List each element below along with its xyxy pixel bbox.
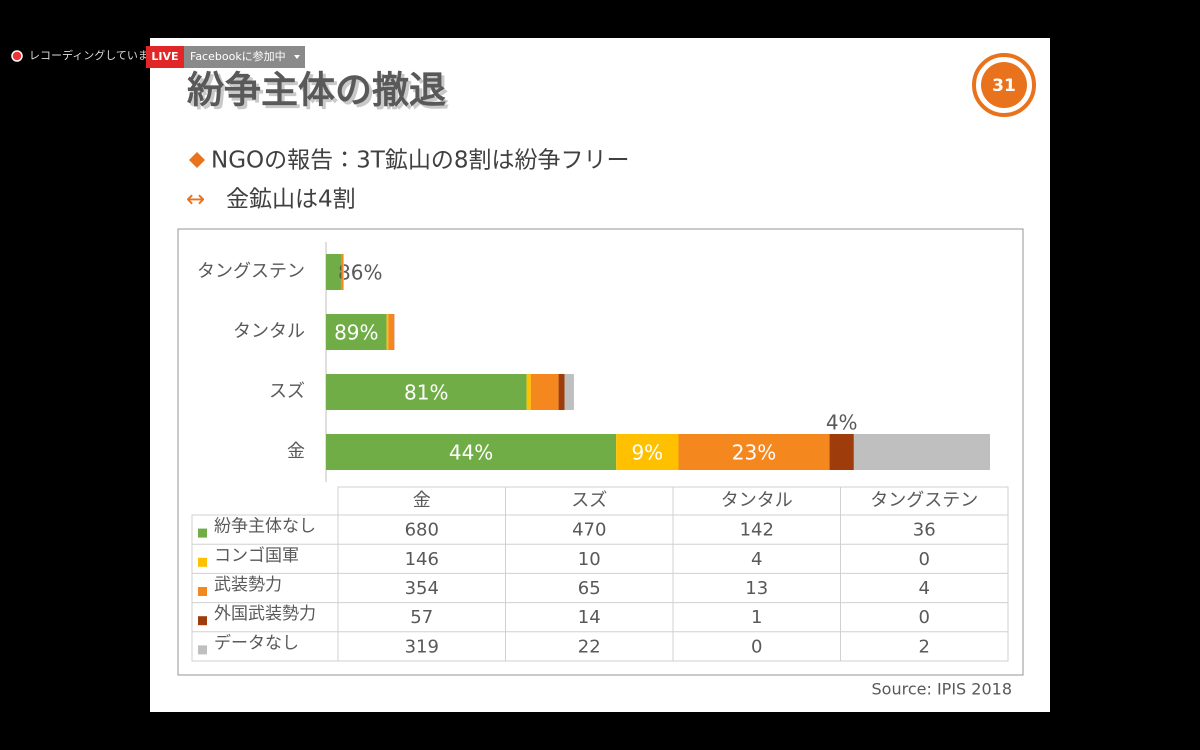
- table-cell: 470: [572, 520, 606, 541]
- table-cell: 57: [410, 607, 433, 628]
- bar-segment: [341, 254, 344, 290]
- table-cell: 146: [405, 549, 439, 570]
- table-cell: 14: [578, 607, 601, 628]
- recording-label: レコーディングしています: [29, 48, 160, 62]
- bar-segment: [530, 374, 559, 410]
- chart: タングステン 86% タンタル 89% スズ 81% 金 44% 9% 23% 4%: [197, 254, 990, 470]
- bar-segment: [326, 374, 527, 410]
- table-header: タンタル: [721, 490, 793, 511]
- category-label: スズ: [269, 381, 305, 402]
- live-status-text[interactable]: Facebookに参加中: [190, 50, 286, 63]
- record-dot: [11, 50, 23, 62]
- data-label: 81%: [404, 381, 448, 405]
- bullet-arrow: ↔: [186, 187, 205, 213]
- title-shadow: 紛争主体の撤退: [190, 72, 449, 115]
- legend-label: 外国武装勢力: [214, 604, 316, 624]
- table-header: スズ: [571, 490, 607, 511]
- data-label: 23%: [732, 441, 776, 465]
- category-label: タンタル: [233, 321, 305, 342]
- bar-segment: [558, 374, 565, 410]
- table-cell: 142: [740, 520, 774, 541]
- table-header: 金: [413, 490, 431, 511]
- table-cell: 65: [578, 578, 601, 599]
- data-label: 86%: [338, 261, 382, 285]
- legend-swatch: [198, 616, 207, 626]
- bar-segment: [343, 254, 344, 290]
- bar-segment: [386, 314, 389, 350]
- dropdown-arrow[interactable]: [294, 55, 300, 59]
- table-cell: 10: [578, 549, 601, 570]
- legend-swatch: [198, 587, 207, 596]
- bar-segment: [564, 374, 574, 410]
- source: Source: IPIS 2018: [872, 680, 1012, 699]
- live-badge-text: LIVE: [151, 50, 178, 63]
- bullet-text: NGOの報告：3T鉱山の8割は紛争フリー: [211, 148, 629, 174]
- legend-label: データなし: [214, 632, 299, 653]
- table-cell: 319: [405, 636, 439, 657]
- table-cell: 0: [919, 607, 930, 628]
- legend-label: コンゴ国軍: [214, 545, 299, 566]
- table-cell: 0: [919, 549, 930, 570]
- legend-swatch: [198, 557, 207, 567]
- live-status[interactable]: [184, 46, 305, 68]
- table-cell: 680: [405, 520, 439, 541]
- bar-segment: [853, 434, 990, 470]
- table-cell: 1: [751, 607, 762, 628]
- legend-label: 紛争主体なし: [214, 517, 316, 537]
- bar-segment: [678, 434, 830, 470]
- table-header: タングステン: [870, 490, 978, 511]
- data-label: 4%: [826, 411, 858, 435]
- live-badge: [146, 46, 184, 68]
- slide-title: 紛争主体の撤退: [187, 69, 446, 112]
- data-label: 9%: [631, 441, 663, 465]
- data-table: 金スズ タンタル タングステン紛争主体なし 680 470 142 36コンゴ国軍 146 10…: [191, 486, 1009, 662]
- table-cell: 0: [751, 636, 762, 657]
- table-cell: 4: [919, 578, 930, 599]
- legend-swatch: [198, 528, 207, 538]
- bullet-diamond: [189, 152, 205, 168]
- legend-swatch: [198, 645, 207, 655]
- bar-segment: [616, 434, 679, 470]
- table-cell: 13: [745, 578, 768, 599]
- table-cell: 354: [405, 578, 439, 599]
- bar-segment: [326, 314, 387, 350]
- category-label: 金: [287, 441, 305, 462]
- page-number: 31: [992, 76, 1016, 96]
- bar-segment: [326, 434, 617, 470]
- legend-label: 武装勢力: [214, 575, 282, 595]
- bar-segment: [526, 374, 531, 410]
- category-label: タングステン: [197, 261, 305, 282]
- table-cell: 2: [919, 636, 930, 657]
- bar-segment: [829, 434, 854, 470]
- bar-segment: [388, 314, 394, 350]
- table-cell: 4: [751, 549, 762, 570]
- data-label: 44%: [449, 441, 493, 465]
- bullet-text: 金鉱山は4割: [226, 187, 356, 213]
- bar-segment: [326, 254, 342, 290]
- table-cell: 22: [578, 636, 601, 657]
- table-cell: 36: [913, 520, 936, 541]
- page-circle: [981, 62, 1027, 108]
- data-label: 89%: [334, 321, 378, 345]
